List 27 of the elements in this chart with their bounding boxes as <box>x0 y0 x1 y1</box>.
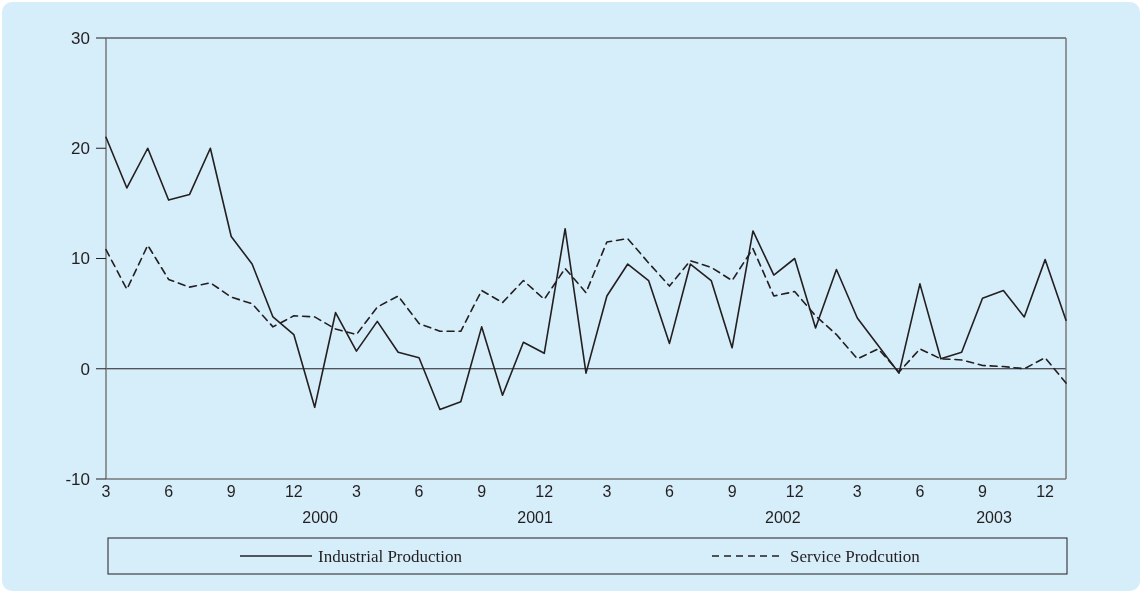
x-tick-label: 6 <box>915 483 925 500</box>
x-tick-label: 3 <box>101 483 111 500</box>
x-tick-label: 12 <box>1036 483 1055 500</box>
text: 2003 <box>976 509 1012 526</box>
y-tick-label: 30 <box>71 28 90 48</box>
x-tick-label: 12 <box>535 483 554 500</box>
y-tick-label: 0 <box>80 359 90 379</box>
x-tick-label: 6 <box>665 483 675 500</box>
x-tick-label: 12 <box>785 483 804 500</box>
x-tick-label: 3 <box>852 483 862 500</box>
y-tick-label: 20 <box>71 139 90 159</box>
y-tick-label: 10 <box>71 249 90 269</box>
text: 2002 <box>765 509 801 526</box>
y-tick-label: -10 <box>65 469 90 489</box>
x-tick-label: 6 <box>164 483 174 500</box>
text: 2001 <box>517 509 554 526</box>
x-tick-label: 9 <box>477 483 487 500</box>
x-tick-label: 3 <box>602 483 612 500</box>
legend-label: Industrial Production <box>318 546 463 566</box>
x-tick-label: 9 <box>978 483 988 500</box>
x-tick-label: 9 <box>727 483 737 500</box>
legend-label: Service Prodcution <box>790 546 921 566</box>
x-tick-label: 6 <box>414 483 424 500</box>
x-tick-label: 12 <box>284 483 303 500</box>
x-tick-label: 9 <box>226 483 236 500</box>
text: 2000 <box>302 509 338 526</box>
x-tick-label: 3 <box>351 483 361 500</box>
